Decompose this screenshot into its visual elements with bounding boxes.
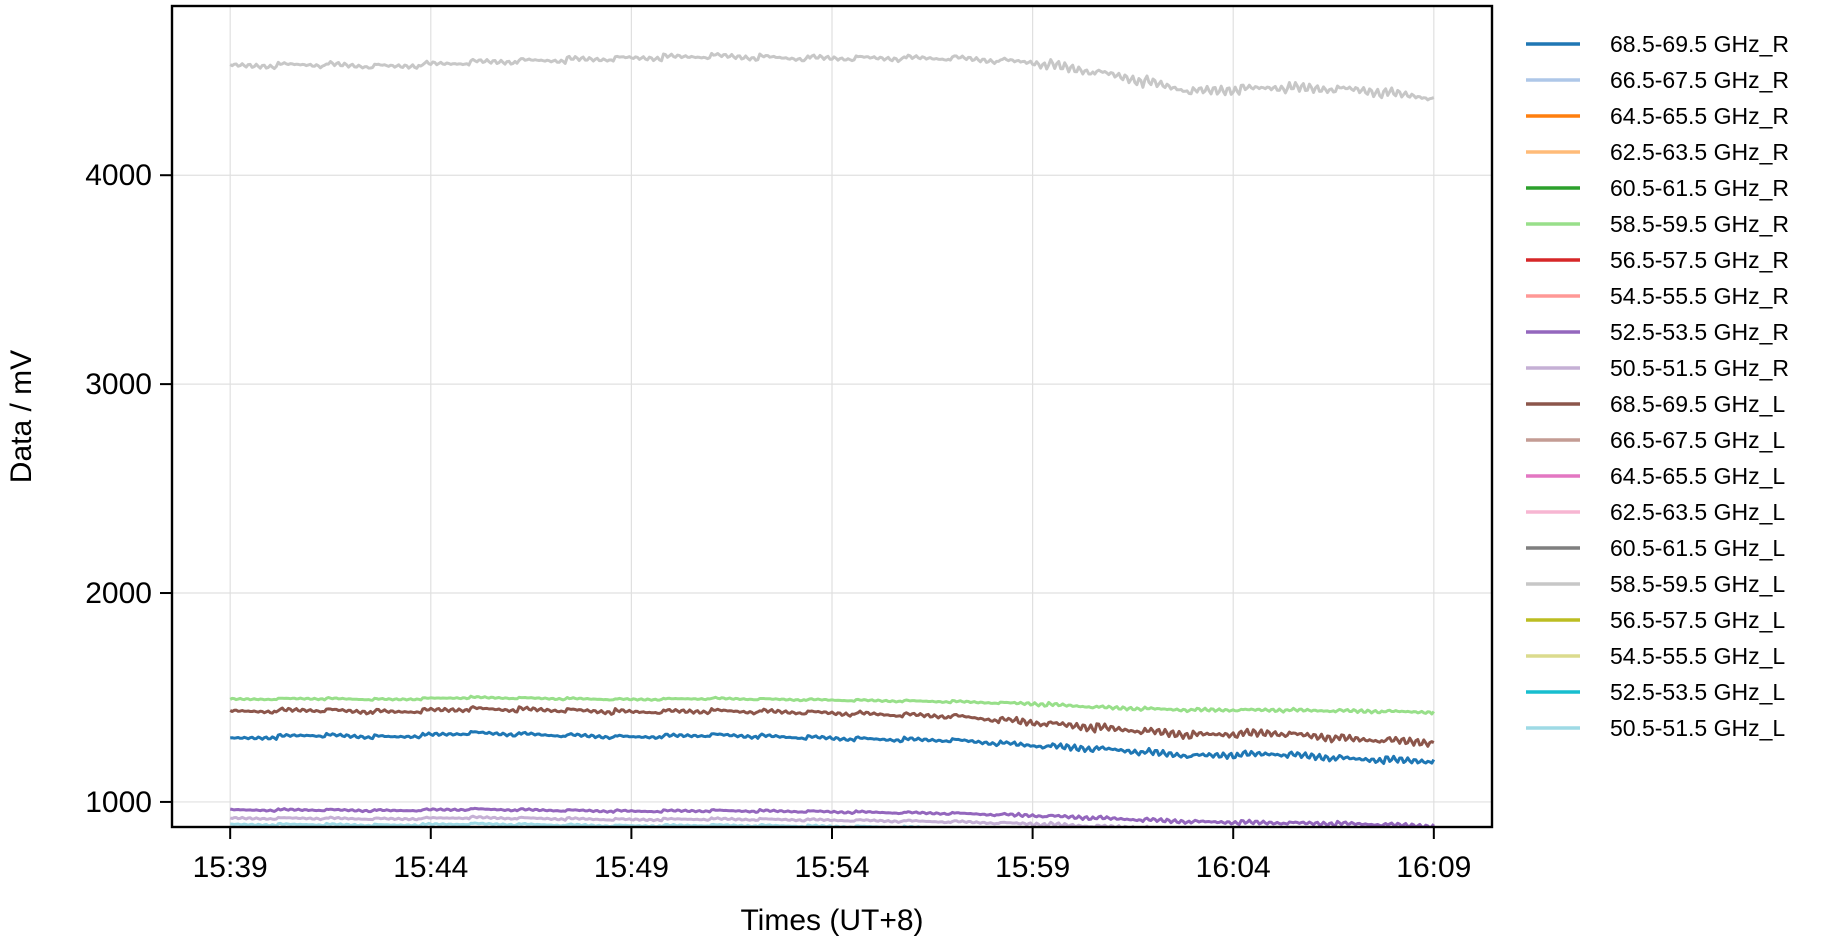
x-tick-label: 15:44 [393,851,468,884]
x-tick-label: 15:49 [594,851,669,884]
legend-label: 58.5-59.5 GHz_L [1610,571,1785,597]
legend-label: 68.5-69.5 GHz_L [1610,391,1785,417]
legend-label: 56.5-57.5 GHz_L [1610,607,1785,633]
legend: 68.5-69.5 GHz_R 66.5-67.5 GHz_R 64.5-65.5 … [1526,31,1789,741]
legend-label: 50.5-51.5 GHz_R [1610,355,1789,381]
legend-label: 62.5-63.5 GHz_L [1610,499,1785,525]
x-axis-ticks: 15:39 15:44 15:49 15:54 15:59 16:04 16:09 [193,827,1471,884]
legend-label: 60.5-61.5 GHz_R [1610,175,1789,201]
legend-label: 54.5-55.5 GHz_R [1610,283,1789,309]
legend-label: 50.5-51.5 GHz_L [1610,715,1785,741]
grid-lines [172,6,1492,827]
legend-label: 60.5-61.5 GHz_L [1610,535,1785,561]
series-line-11 [229,705,1435,748]
legend-label: 66.5-67.5 GHz_R [1610,67,1789,93]
legend-label: 58.5-59.5 GHz_R [1610,211,1789,237]
y-tick-label: 4000 [85,159,152,192]
legend-label: 68.5-69.5 GHz_R [1610,31,1789,57]
legend-label: 54.5-55.5 GHz_L [1610,643,1785,669]
series-line-16 [229,51,1435,102]
legend-label: 52.5-53.5 GHz_R [1610,319,1789,345]
legend-label: 62.5-63.5 GHz_R [1610,139,1789,165]
y-axis-ticks: 1000 2000 3000 4000 [85,159,172,819]
series-line-6 [229,694,1435,716]
y-tick-label: 2000 [85,577,152,610]
series-line-10 [229,814,1208,827]
y-tick-label: 1000 [85,786,152,819]
series-line-1 [230,730,1436,765]
x-tick-label: 15:39 [193,851,268,884]
x-tick-label: 15:54 [794,851,869,884]
x-axis-title: Times (UT+8) [740,904,923,937]
legend-label: 52.5-53.5 GHz_L [1610,679,1785,705]
legend-label: 66.5-67.5 GHz_L [1610,427,1785,453]
x-tick-label: 16:04 [1196,851,1271,884]
y-axis-title: Data / mV [5,350,38,483]
x-tick-label: 15:59 [995,851,1070,884]
plot-series-group [229,51,1436,827]
x-tick-label: 16:09 [1396,851,1471,884]
legend-label: 64.5-65.5 GHz_L [1610,463,1785,489]
legend-label: 64.5-65.5 GHz_R [1610,103,1789,129]
y-tick-label: 3000 [85,368,152,401]
series-line-9 [229,806,1435,827]
legend-label: 56.5-57.5 GHz_R [1610,247,1789,273]
